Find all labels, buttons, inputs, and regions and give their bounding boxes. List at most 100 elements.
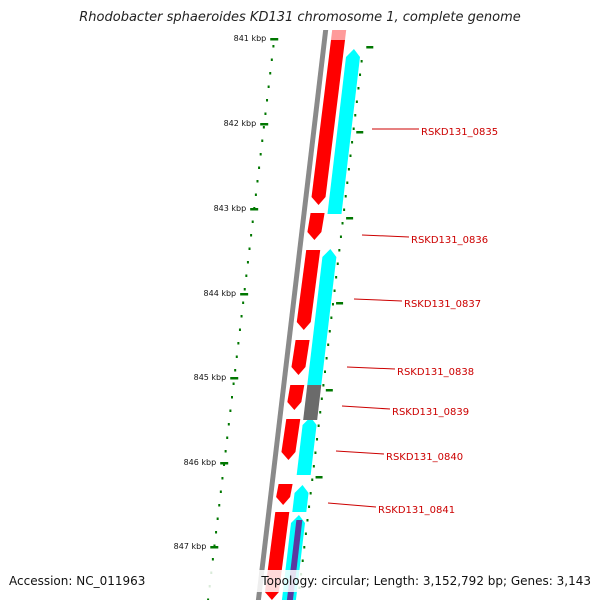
kbp-tick-label: 845 kbp xyxy=(194,373,227,382)
gene-label[interactable]: RSKD131_0835 xyxy=(421,127,498,138)
reverse-cds-arrow[interactable] xyxy=(307,257,337,385)
gene-leader-line xyxy=(361,234,410,238)
minor-tick xyxy=(267,85,270,88)
reverse-cds-arrow-tip xyxy=(322,249,337,257)
minor-tick xyxy=(248,247,251,250)
outer-minor-tick xyxy=(309,492,312,495)
outer-minor-tick xyxy=(341,222,344,225)
major-tick xyxy=(250,208,259,211)
reverse-cds-arrow-tip xyxy=(302,417,317,425)
forward-cds-arrow[interactable] xyxy=(276,484,293,505)
major-tick xyxy=(240,293,249,296)
outer-minor-tick xyxy=(359,73,362,76)
outer-minor-tick xyxy=(351,141,354,144)
forward-cds-arrow[interactable] xyxy=(296,250,321,330)
major-tick xyxy=(230,377,239,380)
minor-tick xyxy=(216,517,219,520)
forward-cds-arrow[interactable] xyxy=(291,340,310,375)
forward-cds-arrow[interactable] xyxy=(311,40,345,205)
gene-leader-line xyxy=(341,405,391,410)
minor-tick xyxy=(245,274,248,277)
forward-cds-arrow[interactable] xyxy=(307,213,325,240)
major-tick xyxy=(260,123,269,126)
major-tick xyxy=(220,462,229,465)
outer-minor-tick xyxy=(338,249,341,252)
kbp-tick-label: 841 kbp xyxy=(234,34,267,43)
outer-minor-tick xyxy=(304,532,307,535)
minor-tick xyxy=(213,544,216,547)
kbp-tick-label: 843 kbp xyxy=(214,204,247,213)
outer-minor-tick xyxy=(319,411,322,414)
minor-tick xyxy=(266,99,269,102)
map-title: Rhodobacter sphaeroides KD131 chromosome… xyxy=(79,10,521,25)
outer-minor-tick xyxy=(346,181,349,184)
minor-tick xyxy=(230,396,233,399)
outer-minor-tick xyxy=(327,343,330,346)
gene-label[interactable]: RSKD131_0841 xyxy=(378,505,455,516)
reverse-cds-arrow[interactable] xyxy=(327,57,360,214)
outer-minor-tick xyxy=(316,438,319,441)
forward-cds-arrow[interactable] xyxy=(281,419,301,460)
minor-tick xyxy=(272,45,275,48)
minor-tick xyxy=(215,531,218,534)
minor-tick xyxy=(237,342,240,345)
outer-minor-tick xyxy=(344,195,347,198)
outer-minor-tick xyxy=(306,519,309,522)
minor-tick xyxy=(259,153,262,156)
outer-minor-tick xyxy=(339,235,342,238)
feature-layer xyxy=(264,30,360,600)
outer-minor-tick xyxy=(324,370,327,373)
backbone-layer xyxy=(255,30,329,600)
outer-minor-tick xyxy=(328,330,331,333)
outer-minor-tick xyxy=(312,465,315,468)
topology-summary: Topology: circular; Length: 3,152,792 bp… xyxy=(261,574,591,588)
minor-tick xyxy=(243,288,246,291)
reverse-cds-arrow[interactable] xyxy=(292,493,309,512)
outer-minor-tick xyxy=(360,60,363,63)
gene-leader-line xyxy=(346,366,396,370)
gene-label[interactable]: RSKD131_0837 xyxy=(404,299,481,310)
minor-tick xyxy=(218,504,221,507)
outer-minor-tick xyxy=(322,384,325,387)
forward-cds-arrow[interactable] xyxy=(287,385,305,410)
accession-text: Accession: NC_011963 xyxy=(9,574,146,588)
outer-major-tick xyxy=(325,389,333,392)
kbp-tick-label: 847 kbp xyxy=(174,542,207,551)
minor-tick xyxy=(254,193,257,196)
minor-tick xyxy=(250,234,253,237)
gene-leader-line xyxy=(353,298,403,302)
outer-minor-tick xyxy=(336,262,339,265)
minor-tick xyxy=(224,450,227,453)
outer-major-tick xyxy=(356,131,364,134)
outer-major-tick xyxy=(346,217,354,220)
gene-label[interactable]: RSKD131_0839 xyxy=(392,407,469,418)
gene-leader-line xyxy=(335,450,385,455)
other-feature[interactable] xyxy=(303,385,322,420)
major-tick xyxy=(210,546,219,549)
minor-tick xyxy=(235,355,238,358)
minor-tick xyxy=(269,72,272,75)
minor-tick xyxy=(242,301,245,304)
feature-highlight xyxy=(331,30,347,40)
minor-tick xyxy=(270,58,273,61)
gene-label[interactable]: RSKD131_0838 xyxy=(397,367,474,378)
outer-minor-tick xyxy=(301,559,304,562)
gene-label[interactable]: RSKD131_0836 xyxy=(411,235,488,246)
minor-tick xyxy=(264,112,267,115)
minor-tick xyxy=(219,490,222,493)
gene-label[interactable]: RSKD131_0840 xyxy=(386,452,463,463)
reverse-cds-arrow[interactable] xyxy=(296,425,317,475)
outer-major-tick xyxy=(315,476,323,479)
outer-minor-tick xyxy=(349,154,352,157)
minor-tick xyxy=(223,463,226,466)
gene-leader-line xyxy=(327,502,377,508)
outer-minor-tick xyxy=(352,127,355,130)
backbone-arc xyxy=(255,30,329,600)
outer-minor-tick xyxy=(320,397,323,400)
scale-layer: 841 kbp 842 kbp 843 kbp 844 kbp 845 kbp 846 k… xyxy=(174,34,374,603)
minor-tick xyxy=(227,423,230,426)
outer-minor-tick xyxy=(308,505,311,508)
minor-tick xyxy=(261,139,264,142)
